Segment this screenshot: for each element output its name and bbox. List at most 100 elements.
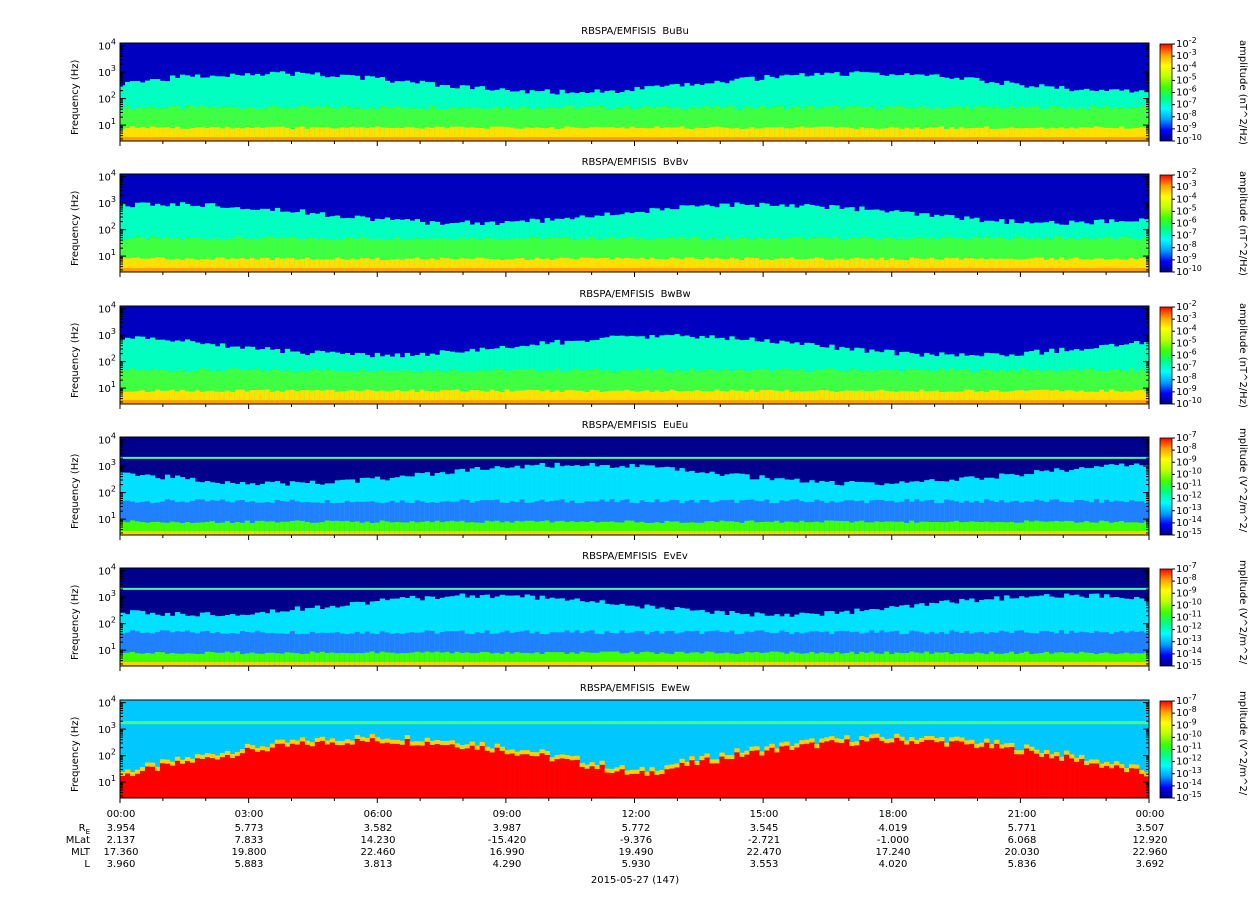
spectrogram-column bbox=[314, 137, 321, 141]
spectrogram-column bbox=[889, 531, 895, 535]
spectrogram-column bbox=[1129, 653, 1135, 666]
spectrogram-column bbox=[1069, 595, 1075, 666]
spectrogram-column bbox=[120, 501, 126, 535]
spectrogram-column bbox=[449, 400, 455, 404]
spectrogram-column bbox=[334, 721, 341, 725]
spectrogram-column bbox=[494, 239, 500, 272]
colorbar-tick-label: 10-3 bbox=[1176, 48, 1197, 62]
spectrogram-column bbox=[259, 662, 266, 666]
spectrogram-column bbox=[304, 371, 311, 404]
spectrogram-column bbox=[404, 662, 411, 666]
spectrogram-column bbox=[484, 391, 490, 404]
spectrogram-column bbox=[499, 750, 505, 798]
spectrogram-column bbox=[939, 126, 945, 141]
spectrogram-column bbox=[879, 268, 885, 272]
spectrogram-column bbox=[314, 127, 321, 141]
spectrogram-column bbox=[1114, 258, 1120, 272]
spectrogram-column bbox=[349, 371, 356, 404]
spectrogram-column bbox=[564, 137, 570, 141]
spectrogram-column bbox=[1064, 390, 1070, 404]
spectrogram-column bbox=[984, 499, 990, 535]
spectrogram-column bbox=[1089, 105, 1095, 141]
spectrogram-column bbox=[729, 239, 735, 272]
spectrogram-column bbox=[1034, 662, 1040, 666]
spectrogram-column bbox=[359, 127, 366, 141]
spectrogram-column bbox=[809, 105, 815, 141]
spectrogram-column bbox=[949, 531, 955, 535]
spectrogram-column bbox=[549, 107, 555, 141]
spectrogram-column bbox=[1089, 391, 1095, 404]
spectrogram-column bbox=[799, 400, 805, 404]
spectrogram-column bbox=[499, 260, 505, 272]
spectrogram-column bbox=[849, 390, 855, 404]
spectrogram-column bbox=[389, 370, 396, 404]
spectrogram-column bbox=[814, 653, 820, 666]
spectrogram-column bbox=[799, 531, 805, 535]
spectrogram-column bbox=[739, 633, 745, 666]
spectrogram-column bbox=[884, 268, 890, 272]
spectrogram-column bbox=[924, 521, 930, 535]
spectrogram-column bbox=[859, 633, 865, 666]
spectrogram-column bbox=[304, 662, 311, 666]
spectrogram-column bbox=[204, 128, 211, 141]
spectrogram-column bbox=[709, 237, 715, 272]
spectrogram-column bbox=[624, 137, 630, 141]
spectrogram-column bbox=[459, 126, 465, 141]
spectrogram-column bbox=[634, 653, 640, 666]
spectrogram-column bbox=[974, 268, 980, 272]
spectrogram-column bbox=[174, 258, 181, 272]
spectrogram-column bbox=[734, 369, 740, 404]
spectrogram-column bbox=[809, 391, 815, 404]
spectrogram-column bbox=[1119, 463, 1125, 535]
spectrogram-column bbox=[284, 652, 291, 666]
spectrogram-column bbox=[154, 127, 161, 141]
spectrogram-column bbox=[219, 662, 226, 666]
spectrogram-column bbox=[524, 464, 530, 535]
spectrogram-column bbox=[699, 128, 705, 141]
spectrogram-column bbox=[349, 137, 356, 141]
spectrogram-column bbox=[244, 137, 251, 141]
spectrogram-column bbox=[424, 502, 430, 535]
spectrogram-column bbox=[534, 127, 540, 141]
spectrogram-column bbox=[689, 368, 695, 404]
spectrogram-column bbox=[449, 126, 455, 141]
spectrogram-column bbox=[169, 765, 176, 798]
spectrogram-column bbox=[179, 389, 186, 404]
spectrogram-column bbox=[174, 760, 181, 798]
spectrogram-column bbox=[1104, 236, 1110, 272]
spectrogram-column bbox=[524, 652, 530, 666]
spectrogram-column bbox=[929, 108, 935, 141]
spectrogram-column bbox=[239, 531, 246, 535]
spectrogram-column bbox=[334, 520, 341, 535]
spectrogram-column bbox=[204, 137, 211, 141]
spectrogram-column bbox=[269, 662, 276, 666]
spectrogram-column bbox=[469, 502, 475, 535]
spectrogram-column bbox=[1124, 259, 1130, 272]
spectrogram-column bbox=[999, 137, 1005, 141]
spectrogram-column bbox=[164, 522, 171, 535]
spectrogram-column bbox=[479, 746, 485, 798]
spectrogram-column bbox=[799, 258, 805, 272]
spectrogram-column bbox=[149, 268, 156, 272]
spectrogram-column bbox=[899, 372, 905, 404]
spectrogram-column bbox=[379, 137, 386, 141]
spectrogram-column bbox=[1099, 258, 1105, 272]
spectrogram-column bbox=[1104, 371, 1110, 404]
spectrogram-column bbox=[144, 202, 151, 272]
spectrogram-column bbox=[304, 653, 311, 666]
spectrogram-column bbox=[984, 531, 990, 535]
spectrogram-column bbox=[209, 126, 216, 141]
spectrogram-column bbox=[269, 369, 276, 404]
spectrogram-column bbox=[429, 105, 435, 141]
spectrogram-column bbox=[909, 108, 915, 141]
spectrogram-column bbox=[659, 652, 665, 666]
spectrogram-column bbox=[514, 137, 520, 141]
spectrogram-column bbox=[1039, 521, 1045, 535]
spectrogram-column bbox=[154, 502, 161, 535]
spectrogram-column bbox=[904, 531, 910, 535]
spectrogram-column bbox=[1139, 127, 1145, 141]
spectrogram-column bbox=[209, 238, 216, 272]
spectrogram-column bbox=[1054, 106, 1060, 141]
spectrogram-column bbox=[1124, 390, 1130, 404]
spectrogram-column bbox=[724, 652, 730, 666]
